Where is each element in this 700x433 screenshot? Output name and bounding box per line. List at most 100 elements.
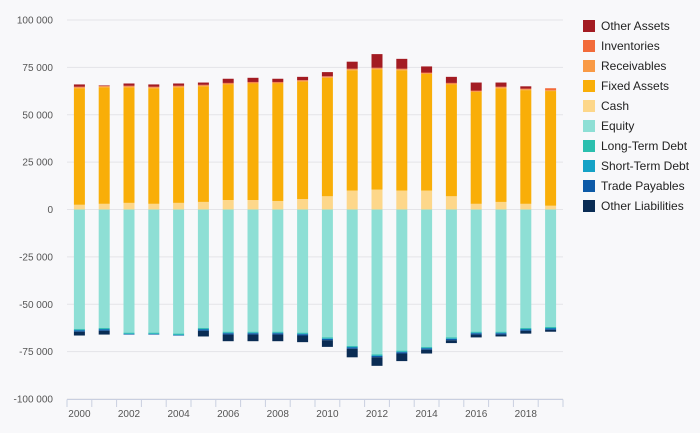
x-tick-label: 2002 — [118, 409, 141, 420]
bar-segment-fixed-assets — [396, 70, 408, 191]
bar-segment-long-term-debt — [396, 350, 408, 352]
bar-segment-cash — [73, 204, 85, 210]
bar-segment-long-term-debt — [272, 331, 284, 333]
bar-segment-inventories — [247, 81, 259, 83]
bar-segment-trade-payables — [272, 333, 284, 335]
bar-segment-receivables — [495, 87, 507, 89]
bar-segment-equity — [297, 209, 309, 333]
bar-segment-other-assets — [148, 84, 160, 87]
bar-segment-short-term-debt — [495, 332, 507, 334]
bar-segment-long-term-debt — [148, 332, 160, 334]
bar-segment-other-liabilities — [371, 357, 383, 366]
bar-segment-cash — [173, 202, 185, 210]
bar-segment-short-term-debt — [247, 332, 259, 334]
bar-segment-receivables — [73, 87, 85, 89]
legend-label[interactable]: Other Assets — [601, 19, 670, 33]
bar-segment-receivables — [445, 83, 457, 85]
legend-label[interactable]: Cash — [601, 99, 629, 113]
legend-label[interactable]: Long-Term Debt — [601, 139, 688, 153]
bar-segment-cash — [470, 203, 482, 210]
x-tick-label: 2016 — [465, 409, 488, 420]
bar-segment-other-assets — [421, 66, 433, 73]
legend-label[interactable]: Other Liabilities — [601, 199, 684, 213]
bar-segment-short-term-debt — [173, 334, 185, 336]
legend-swatch — [583, 60, 595, 72]
bar-segment-receivables — [371, 68, 383, 70]
legend-swatch — [583, 180, 595, 192]
bar-segment-other-liabilities — [445, 340, 457, 344]
bar-segment-equity — [222, 209, 234, 332]
legend-label[interactable]: Receivables — [601, 59, 666, 73]
bar-segment-trade-payables — [148, 334, 160, 335]
bar-segment-cash — [247, 200, 259, 210]
bar-segment-other-assets — [520, 86, 532, 89]
bar-segment-fixed-assets — [247, 83, 259, 201]
legend-swatch — [583, 100, 595, 112]
bar-segment-other-liabilities — [545, 329, 557, 332]
bar-segment-short-term-debt — [396, 351, 408, 353]
bar-segment-long-term-debt — [445, 337, 457, 339]
bar-segment-receivables — [346, 69, 358, 71]
bar-segment-inventories — [297, 80, 309, 81]
bar-segment-trade-payables — [545, 328, 557, 330]
bar-segment-cash — [123, 202, 135, 210]
bar-segment-cash — [148, 203, 160, 210]
bar-segment-inventories — [470, 90, 482, 92]
legend-label[interactable]: Equity — [601, 119, 634, 133]
bar-segment-inventories — [272, 81, 284, 83]
bars — [73, 54, 557, 366]
bar-segment-equity — [421, 209, 433, 347]
bar-segment-long-term-debt — [123, 332, 135, 334]
bar-segment-long-term-debt — [495, 331, 507, 333]
bar-segment-equity — [321, 209, 333, 338]
bar-segment-equity — [173, 209, 185, 334]
bar-segment-receivables — [272, 82, 284, 84]
bar-segment-trade-payables — [297, 334, 309, 336]
bar-segment-other-assets — [73, 84, 85, 87]
bar-segment-trade-payables — [197, 329, 209, 331]
bar-segment-fixed-assets — [123, 87, 135, 203]
legend-label[interactable]: Inventories — [601, 39, 660, 53]
bar-segment-receivables — [421, 73, 433, 75]
bar-segment-short-term-debt — [123, 333, 135, 335]
bar-segment-long-term-debt — [520, 327, 532, 329]
bar-segment-short-term-debt — [148, 333, 160, 335]
bar-segment-fixed-assets — [371, 69, 383, 190]
bar-segment-fixed-assets — [470, 92, 482, 204]
y-tick-label: 75 000 — [22, 63, 53, 74]
bar-segment-short-term-debt — [98, 328, 110, 330]
bar-segment-short-term-debt — [545, 327, 557, 329]
bar-segment-receivables — [396, 69, 408, 71]
bar-segment-long-term-debt — [222, 331, 234, 333]
bar-segment-short-term-debt — [73, 329, 85, 331]
bar-segment-other-liabilities — [272, 334, 284, 342]
bar-segment-fixed-assets — [173, 87, 185, 203]
bar-segment-cash — [222, 200, 234, 210]
y-tick-label: -50 000 — [19, 300, 53, 311]
bar-segment-cash — [272, 200, 284, 210]
bar-segment-other-assets — [98, 85, 110, 86]
bar-segment-other-liabilities — [520, 330, 532, 334]
bar-segment-trade-payables — [520, 329, 532, 331]
bar-segment-equity — [545, 209, 557, 327]
bar-segment-cash — [297, 199, 309, 210]
bar-segment-inventories — [321, 76, 333, 77]
bar-segment-trade-payables — [470, 333, 482, 335]
legend-label[interactable]: Short-Term Debt — [601, 159, 690, 173]
legend-label[interactable]: Fixed Assets — [601, 79, 669, 93]
bar-segment-fixed-assets — [346, 70, 358, 191]
bar-segment-inventories — [371, 67, 383, 69]
legend-label[interactable]: Trade Payables — [601, 179, 685, 193]
bar-segment-other-assets — [297, 76, 309, 81]
bar-segment-fixed-assets — [272, 83, 284, 201]
bar-segment-trade-payables — [371, 355, 383, 358]
bar-segment-equity — [98, 209, 110, 328]
legend-swatch — [583, 140, 595, 152]
bar-segment-other-liabilities — [321, 340, 333, 347]
y-tick-label: 25 000 — [22, 158, 53, 169]
bar-segment-short-term-debt — [371, 355, 383, 356]
bar-segment-equity — [247, 209, 259, 332]
bar-segment-trade-payables — [247, 333, 259, 335]
bar-segment-equity — [495, 209, 507, 332]
